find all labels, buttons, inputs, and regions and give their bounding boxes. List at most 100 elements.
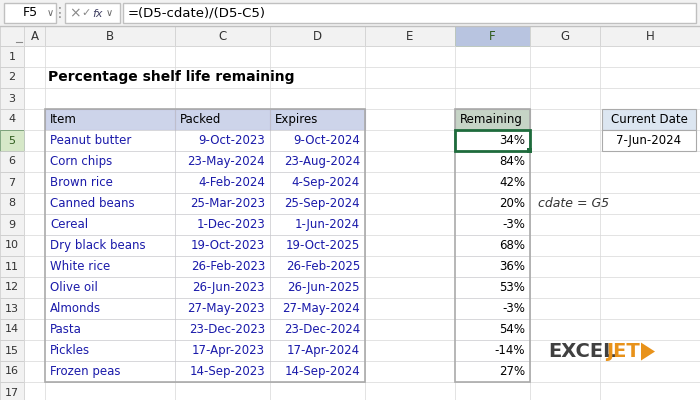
Text: ∨: ∨ xyxy=(106,8,113,18)
Text: Packed: Packed xyxy=(180,113,221,126)
Text: 27-May-2023: 27-May-2023 xyxy=(188,302,265,315)
Bar xyxy=(123,3,696,23)
Text: Frozen peas: Frozen peas xyxy=(50,365,120,378)
Text: 17: 17 xyxy=(5,388,19,398)
Bar xyxy=(0,193,24,214)
Text: 36%: 36% xyxy=(499,260,525,273)
Bar xyxy=(455,26,530,46)
Text: fx: fx xyxy=(92,9,102,19)
Text: 4-Sep-2024: 4-Sep-2024 xyxy=(292,176,360,189)
Text: 25-Mar-2023: 25-Mar-2023 xyxy=(190,197,265,210)
Bar xyxy=(45,340,365,361)
Text: Item: Item xyxy=(50,113,77,126)
Bar xyxy=(0,26,24,46)
Text: 68%: 68% xyxy=(499,239,525,252)
Text: Pickles: Pickles xyxy=(50,344,90,357)
Text: 17-Apr-2024: 17-Apr-2024 xyxy=(287,344,360,357)
Text: 84%: 84% xyxy=(499,155,525,168)
Bar xyxy=(455,109,530,130)
Text: 27%: 27% xyxy=(499,365,525,378)
Bar xyxy=(45,361,365,382)
Bar xyxy=(0,361,24,382)
Text: 53%: 53% xyxy=(499,281,525,294)
Text: 25-Sep-2024: 25-Sep-2024 xyxy=(284,197,360,210)
Bar xyxy=(24,46,700,400)
Text: 15: 15 xyxy=(5,346,19,356)
Bar xyxy=(530,26,600,46)
Text: Canned beans: Canned beans xyxy=(50,197,134,210)
Bar xyxy=(0,26,700,46)
Text: 26-Feb-2023: 26-Feb-2023 xyxy=(190,260,265,273)
Text: White rice: White rice xyxy=(50,260,111,273)
Bar xyxy=(455,235,530,256)
Text: Pasta: Pasta xyxy=(50,323,82,336)
Text: EXCEL: EXCEL xyxy=(548,342,615,361)
Text: 11: 11 xyxy=(5,262,19,272)
Text: 6: 6 xyxy=(8,156,15,166)
Text: 14: 14 xyxy=(5,324,19,334)
Bar xyxy=(45,193,365,214)
Text: Percentage shelf life remaining: Percentage shelf life remaining xyxy=(48,70,295,84)
Text: 54%: 54% xyxy=(499,323,525,336)
Text: ×: × xyxy=(69,6,80,20)
Bar xyxy=(455,256,530,277)
Text: 9-Oct-2023: 9-Oct-2023 xyxy=(198,134,265,147)
Text: 23-Aug-2024: 23-Aug-2024 xyxy=(284,155,360,168)
Bar xyxy=(602,109,696,130)
Bar xyxy=(0,67,24,88)
Bar xyxy=(527,148,532,153)
Text: 27-May-2024: 27-May-2024 xyxy=(282,302,360,315)
Bar xyxy=(365,26,455,46)
Bar xyxy=(270,26,365,46)
Bar xyxy=(175,26,270,46)
Text: B: B xyxy=(106,30,114,42)
Text: 5: 5 xyxy=(8,136,15,146)
Text: 1: 1 xyxy=(8,52,15,62)
Bar xyxy=(45,256,365,277)
Text: 13: 13 xyxy=(5,304,19,314)
Bar xyxy=(455,109,530,382)
Bar xyxy=(0,109,24,130)
Text: 19-Oct-2025: 19-Oct-2025 xyxy=(286,239,360,252)
Bar xyxy=(0,214,24,235)
Text: cdate = G5: cdate = G5 xyxy=(538,197,609,210)
Text: H: H xyxy=(645,30,654,42)
Text: ⋮: ⋮ xyxy=(53,6,67,20)
Text: 3: 3 xyxy=(8,94,15,104)
Text: 42%: 42% xyxy=(499,176,525,189)
Text: 9: 9 xyxy=(8,220,15,230)
Bar xyxy=(45,298,365,319)
Text: D: D xyxy=(313,30,322,42)
Bar xyxy=(455,277,530,298)
Bar xyxy=(45,214,365,235)
Text: Brown rice: Brown rice xyxy=(50,176,113,189)
Text: Current Date: Current Date xyxy=(610,113,687,126)
Text: Dry black beans: Dry black beans xyxy=(50,239,146,252)
Bar xyxy=(0,172,24,193)
Polygon shape xyxy=(641,342,655,360)
Bar xyxy=(602,130,696,151)
Text: -3%: -3% xyxy=(502,218,525,231)
Bar xyxy=(45,130,365,151)
Text: E: E xyxy=(406,30,414,42)
Text: 12: 12 xyxy=(5,282,19,292)
Text: ∨: ∨ xyxy=(46,8,54,18)
Bar xyxy=(0,151,24,172)
Text: Remaining: Remaining xyxy=(460,113,523,126)
Text: Cereal: Cereal xyxy=(50,218,88,231)
Bar xyxy=(45,172,365,193)
Text: Almonds: Almonds xyxy=(50,302,101,315)
Text: G: G xyxy=(561,30,570,42)
Text: C: C xyxy=(218,30,227,42)
Bar xyxy=(0,298,24,319)
Text: F: F xyxy=(489,30,496,42)
Bar xyxy=(455,361,530,382)
Text: 2: 2 xyxy=(8,72,15,82)
Text: 10: 10 xyxy=(5,240,19,250)
Text: 4-Feb-2024: 4-Feb-2024 xyxy=(198,176,265,189)
Text: 26-Jun-2025: 26-Jun-2025 xyxy=(288,281,360,294)
Bar xyxy=(45,235,365,256)
Text: Corn chips: Corn chips xyxy=(50,155,112,168)
Bar xyxy=(0,340,24,361)
Text: 26-Jun-2023: 26-Jun-2023 xyxy=(193,281,265,294)
